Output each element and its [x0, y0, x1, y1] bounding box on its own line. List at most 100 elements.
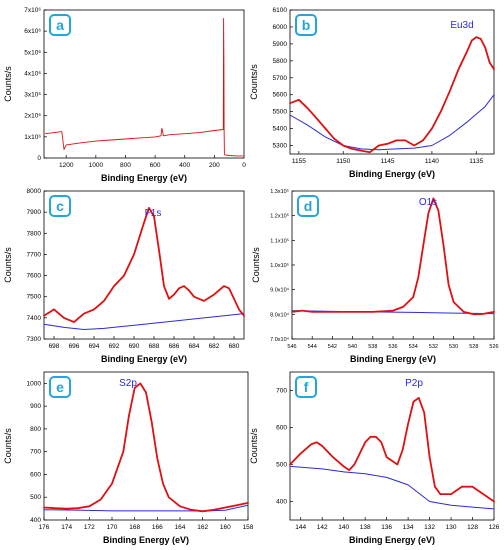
- x-tick-label: 1155: [292, 158, 306, 165]
- spectrum-line: [289, 36, 495, 154]
- panel-badge: [49, 376, 71, 398]
- y-tick-label: 7800: [27, 230, 42, 237]
- x-axis-title: Binding Energy (eV): [103, 535, 189, 545]
- x-tick-label: 680: [229, 343, 240, 350]
- y-tick-label: 7600: [27, 273, 42, 280]
- x-tick-label: 166: [152, 524, 163, 531]
- x-tick-label: 690: [129, 343, 140, 350]
- x-tick-label: 168: [129, 524, 140, 531]
- y-tick-label: 5x10⁶: [24, 49, 41, 56]
- y-tick-label: 1.3x10⁵: [270, 188, 289, 195]
- x-axis-title: Binding Energy (eV): [349, 535, 435, 545]
- x-axis-title: Binding Energy (eV): [350, 354, 436, 364]
- spectrum-line: [291, 197, 495, 316]
- x-tick-label: 534: [409, 344, 418, 350]
- baseline-line: [289, 465, 495, 510]
- panel-badge: [49, 195, 71, 217]
- x-tick-label: 530: [449, 344, 458, 350]
- x-tick-label: 1150: [336, 158, 350, 165]
- x-tick-label: 200: [209, 162, 220, 169]
- plot-frame: [43, 9, 245, 159]
- x-tick-label: 600: [150, 162, 161, 169]
- y-tick-label: 6000: [273, 24, 288, 31]
- panel-letter: d: [304, 198, 313, 214]
- x-tick-label: 172: [84, 524, 95, 531]
- panel-letter: f: [304, 379, 309, 395]
- x-tick-label: 176: [39, 524, 50, 531]
- y-tick-label: 5300: [273, 143, 288, 150]
- panel-letter: e: [56, 379, 64, 395]
- y-tick-label: 1.0x10⁵: [270, 262, 289, 269]
- spectrum-line: [289, 396, 495, 503]
- y-tick-label: 0: [37, 155, 41, 162]
- x-tick-label: 692: [109, 343, 120, 350]
- y-tick-label: 5700: [273, 75, 288, 82]
- x-tick-label: 696: [69, 343, 80, 350]
- x-tick-label: 546: [287, 344, 296, 350]
- y-tick-label: 3x10⁶: [24, 92, 41, 99]
- y-tick-label: 600: [276, 425, 287, 432]
- panel-f: 144 142 140 138 136 134 132 130 128 126 400 500 600 7…: [249, 371, 500, 545]
- panel-d: 546 544 542 540 538 536 534 532 530 528 526 7.0x10⁴…: [251, 188, 499, 364]
- y-tick-label: 7300: [27, 336, 42, 343]
- x-tick-label: 698: [49, 343, 60, 350]
- spectrum-line: [43, 382, 249, 513]
- x-tick-label: 528: [469, 344, 478, 350]
- x-tick-label: 164: [175, 524, 186, 531]
- y-tick-label: 8000: [27, 188, 42, 195]
- x-tick-label: 540: [348, 344, 357, 350]
- peak-label: P2p: [405, 378, 423, 389]
- panel-badge: [295, 376, 317, 398]
- y-tick-label: 700: [276, 388, 287, 395]
- x-tick-label: 400: [179, 162, 190, 169]
- x-tick-label: 800: [120, 162, 131, 169]
- panel-b: 1155 1150 1145 1140 1135 5300 5400 5500 5600 5700…: [249, 7, 495, 179]
- panel-letter: b: [302, 17, 311, 33]
- y-tick-label: 6x10⁶: [24, 28, 41, 35]
- x-axis-title: Binding Energy (eV): [101, 173, 187, 183]
- peak-label: O1s: [419, 197, 437, 208]
- x-tick-label: 532: [429, 344, 438, 350]
- x-tick-label: 544: [308, 344, 317, 350]
- plot-frame: [289, 371, 495, 521]
- panel-e: 176 174 172 170 168 166 164 162 160 158 400 500 600 7…: [3, 371, 254, 545]
- y-tick-label: 9.0x10⁴: [270, 287, 290, 294]
- x-tick-label: 132: [424, 524, 435, 531]
- y-axis-title: Counts/s: [249, 64, 259, 100]
- y-tick-label: 7400: [27, 315, 42, 322]
- y-tick-label: 7x10⁶: [24, 7, 41, 14]
- x-tick-label: 1135: [469, 158, 483, 165]
- plot-frame: [291, 190, 495, 340]
- plot-frame: [43, 190, 245, 340]
- y-tick-label: 6100: [273, 7, 288, 14]
- x-tick-label: 538: [368, 344, 377, 350]
- x-tick-label: 1200: [59, 162, 74, 169]
- panel-letter: a: [56, 17, 64, 33]
- y-tick-label: 500: [30, 494, 41, 501]
- panel-badge: [49, 14, 71, 36]
- y-axis-title: Counts/s: [251, 247, 261, 283]
- y-tick-label: 2x10⁶: [24, 113, 41, 120]
- y-axis-title: Counts/s: [3, 428, 13, 464]
- y-tick-label: 900: [30, 403, 41, 410]
- x-tick-label: 542: [328, 344, 337, 350]
- panel-letter: c: [56, 198, 64, 214]
- x-tick-label: 1000: [89, 162, 104, 169]
- x-tick-label: 1140: [425, 158, 439, 165]
- x-tick-label: 1145: [381, 158, 395, 165]
- y-tick-label: 400: [276, 499, 287, 506]
- spectrum-line: [43, 206, 245, 324]
- y-tick-label: 7900: [27, 209, 42, 216]
- baseline-line: [43, 313, 245, 330]
- x-tick-label: 134: [403, 524, 414, 531]
- x-tick-label: 142: [317, 524, 328, 531]
- y-tick-label: 7500: [27, 294, 42, 301]
- y-tick-label: 7.0x10⁴: [270, 336, 290, 343]
- x-tick-label: 140: [338, 524, 349, 531]
- x-tick-label: 162: [197, 524, 208, 531]
- spectrum-line: [45, 18, 243, 157]
- y-tick-label: 800: [30, 426, 41, 433]
- x-tick-label: 526: [489, 344, 498, 350]
- y-tick-label: 5600: [273, 92, 288, 99]
